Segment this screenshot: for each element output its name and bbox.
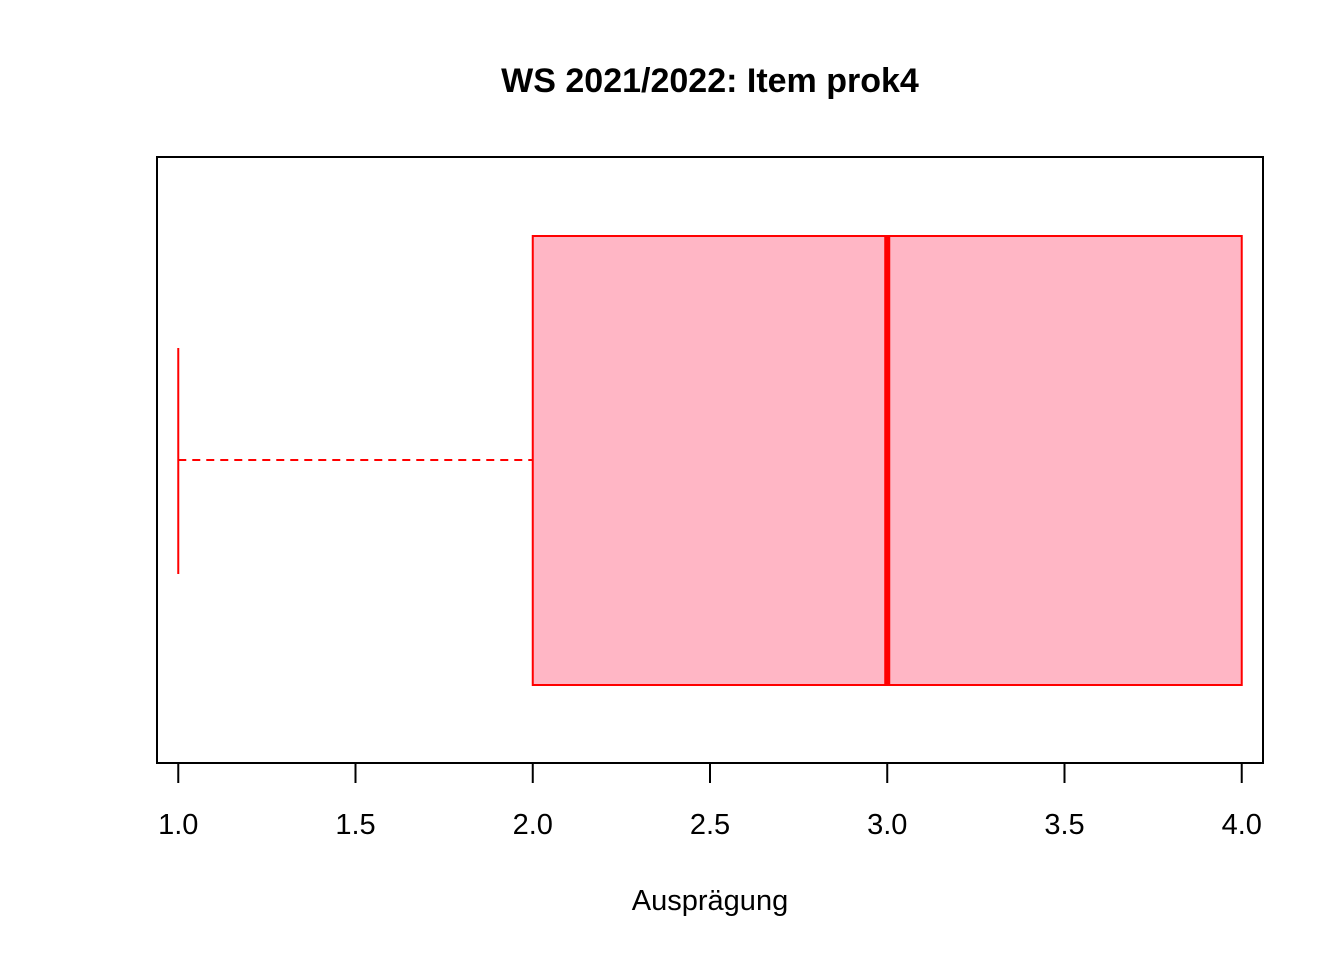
chart-title: WS 2021/2022: Item prok4 (501, 62, 919, 100)
x-axis: 1.0 1.5 2.0 2.5 3.0 3.5 4.0 (158, 762, 1262, 841)
x-tick-label: 3.0 (867, 809, 907, 841)
x-axis-label: Ausprägung (632, 885, 788, 917)
box-marks (177, 235, 1243, 686)
x-tick-label: 1.0 (158, 809, 198, 841)
x-tick-label: 2.0 (513, 809, 553, 841)
x-tick-label: 4.0 (1222, 809, 1262, 841)
x-tick-label: 3.5 (1044, 809, 1084, 841)
x-tick-label: 1.5 (335, 809, 375, 841)
x-tick-label: 2.5 (690, 809, 730, 841)
